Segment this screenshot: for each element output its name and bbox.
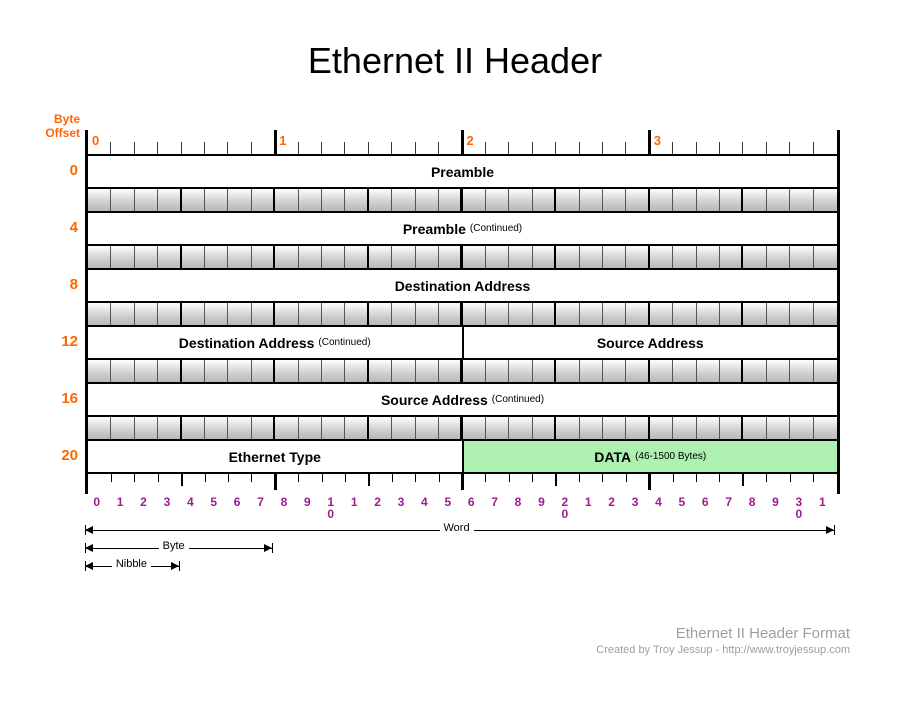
field-cell: Destination Address: [88, 270, 837, 301]
rows-container: 0Preamble4Preamble(Continued)8Destinatio…: [85, 154, 840, 474]
field-row: 12Destination Address(Continued)Source A…: [85, 325, 840, 360]
credit-block: Ethernet II Header Format Created by Tro…: [596, 625, 850, 656]
page-title: Ethernet II Header: [0, 40, 910, 82]
field-label: Source Address: [597, 335, 704, 351]
field-label: Ethernet Type: [229, 449, 321, 465]
bit-label: 8: [746, 496, 758, 508]
field-cell: Source Address: [464, 327, 838, 358]
field-sublabel: (Continued): [492, 394, 544, 405]
field-cell: Source Address (Continued): [88, 384, 837, 415]
bit-label: 7: [489, 496, 501, 508]
row-divider: [85, 417, 840, 439]
bit-label: 5: [676, 496, 688, 508]
scale-indicators: Word Byte Nibble: [85, 524, 840, 584]
field-label: Destination Address: [179, 335, 315, 351]
bit-label: 3: [395, 496, 407, 508]
field-row: 4Preamble(Continued): [85, 211, 840, 246]
credit-title: Ethernet II Header Format: [596, 625, 850, 642]
bit-label: 0: [91, 496, 103, 508]
bit-label: 6: [231, 496, 243, 508]
field-label: Source Address: [381, 392, 488, 408]
row-offset-label: 20: [46, 447, 78, 464]
row-offset-label: 12: [46, 333, 78, 350]
field-label: Destination Address: [395, 278, 531, 294]
field-row: 0Preamble: [85, 154, 840, 189]
field-sublabel: (Continued): [470, 223, 522, 234]
bit-label: 9: [301, 496, 313, 508]
bit-label: 3: [629, 496, 641, 508]
bit-number-labels: 01234567891012345678920123456789301: [85, 494, 840, 522]
bit-label: 4: [652, 496, 664, 508]
scale-nibble-label: Nibble: [112, 558, 151, 570]
bit-label: 2: [606, 496, 618, 508]
bit-label: 9: [535, 496, 547, 508]
bit-label: 2: [372, 496, 384, 508]
field-cell: DATA (46-1500 Bytes): [464, 441, 838, 472]
bit-label: 4: [418, 496, 430, 508]
field-label: Preamble: [403, 221, 466, 237]
row-offset-label: 4: [46, 219, 78, 236]
field-cell: Destination Address(Continued): [88, 327, 464, 358]
byte-ruler-label: 0: [92, 133, 99, 148]
bit-label: 1: [348, 496, 360, 508]
field-sublabel: (46-1500 Bytes): [635, 451, 706, 462]
top-byte-ruler: 0 1 2 3: [85, 130, 840, 154]
field-sublabel: (Continued): [318, 337, 370, 348]
bit-label: 7: [255, 496, 267, 508]
bit-label: 5: [442, 496, 454, 508]
bit-label: 6: [465, 496, 477, 508]
bit-label: 9: [769, 496, 781, 508]
row-offset-label: 0: [46, 162, 78, 179]
byte-offset-heading: ByteOffset: [34, 112, 80, 140]
byte-ruler-label: 2: [467, 133, 474, 148]
field-cell: Ethernet Type: [88, 441, 464, 472]
byte-ruler-label: 3: [654, 133, 661, 148]
row-divider: [85, 360, 840, 382]
bit-label: 2: [138, 496, 150, 508]
row-offset-label: 16: [46, 390, 78, 407]
byte-ruler-label: 1: [279, 133, 286, 148]
bit-label: 4: [184, 496, 196, 508]
field-cell: Preamble (Continued): [88, 213, 837, 244]
row-divider: [85, 189, 840, 211]
bit-label: 1: [582, 496, 594, 508]
bit-label: 6: [699, 496, 711, 508]
bit-label: 1: [816, 496, 828, 508]
bit-label: 3: [161, 496, 173, 508]
row-divider: [85, 303, 840, 325]
credit-author: Created by Troy Jessup - http://www.troy…: [596, 644, 850, 656]
bottom-bit-ruler: [85, 474, 840, 494]
row-offset-label: 8: [46, 276, 78, 293]
bit-label: 10: [325, 496, 337, 520]
field-row: 20Ethernet TypeDATA(46-1500 Bytes): [85, 439, 840, 474]
field-row: 8Destination Address: [85, 268, 840, 303]
scale-word-label: Word: [440, 522, 474, 534]
scale-byte-label: Byte: [159, 540, 189, 552]
field-label: Preamble: [431, 164, 494, 180]
bit-label: 8: [278, 496, 290, 508]
bit-label: 5: [208, 496, 220, 508]
bit-label: 8: [512, 496, 524, 508]
bit-label: 20: [559, 496, 571, 520]
bit-label: 7: [723, 496, 735, 508]
row-divider: [85, 246, 840, 268]
bit-label: 1: [114, 496, 126, 508]
field-row: 16Source Address(Continued): [85, 382, 840, 417]
field-label: DATA: [594, 449, 631, 465]
field-cell: Preamble: [88, 156, 837, 187]
header-diagram: 0123 0Preamble4Preamble(Continued)8Desti…: [85, 130, 840, 584]
bit-label: 30: [793, 496, 805, 520]
